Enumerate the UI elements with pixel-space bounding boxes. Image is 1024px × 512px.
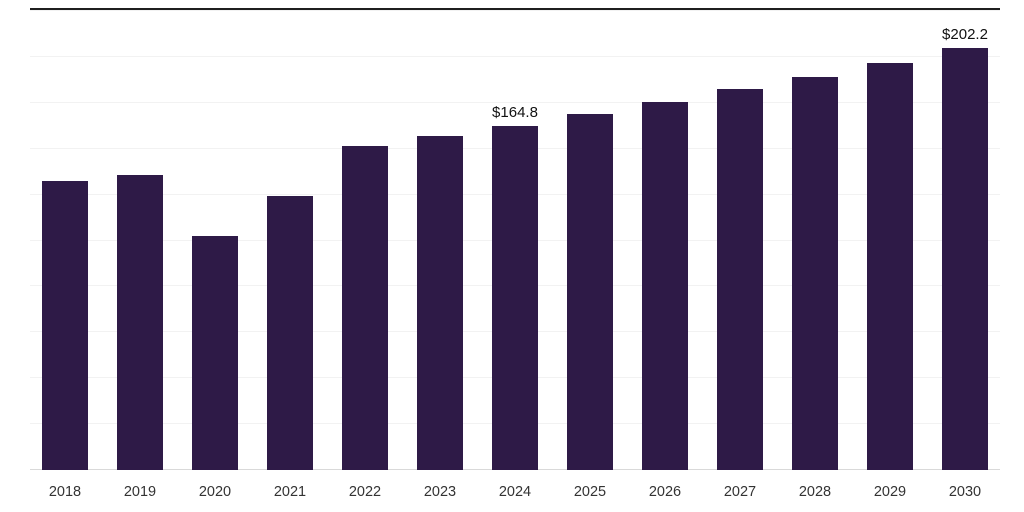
bar-2030: [942, 48, 988, 470]
bar-slot-2020: [192, 11, 238, 470]
bar-slot-2026: [642, 11, 688, 470]
bar-slot-2021: [267, 11, 313, 470]
bar-2019: [117, 174, 163, 470]
bar-2022: [342, 145, 388, 470]
gridline: [30, 10, 1000, 11]
data-label-2024: $164.8: [492, 104, 538, 122]
x-axis-label-2028: 2028: [798, 484, 832, 500]
bar-slot-2024: $164.8: [492, 11, 538, 470]
bar-2029: [867, 63, 913, 470]
bar-slot-2022: [342, 11, 388, 470]
bar-2025: [567, 114, 613, 470]
x-axis-label-2027: 2027: [723, 484, 757, 500]
bar-slot-2025: [567, 11, 613, 470]
bar-slot-2030: $202.2: [942, 11, 988, 470]
bar-2021: [267, 195, 313, 470]
bar-2018: [42, 181, 88, 470]
data-label-2030: $202.2: [942, 26, 988, 44]
x-axis-label-2018: 2018: [48, 484, 82, 500]
x-axis-label-2029: 2029: [873, 484, 907, 500]
bar-slot-2028: [792, 11, 838, 470]
bar-2026: [642, 101, 688, 470]
x-axis-label-2021: 2021: [273, 484, 307, 500]
gridline: [30, 101, 1000, 103]
bar-2024: [492, 126, 538, 470]
x-axis-label-2023: 2023: [423, 484, 457, 500]
x-axis: 2018 2019 2020 2021 2022 2023 2024 2025 2026 2027…: [30, 480, 1000, 504]
bar-2020: [192, 236, 238, 470]
bar-slot-2023: [417, 11, 463, 470]
bar-2023: [417, 136, 463, 470]
x-axis-label-2019: 2019: [123, 484, 157, 500]
x-axis-label-2020: 2020: [198, 484, 232, 500]
bar-2028: [792, 76, 838, 470]
x-axis-label-2022: 2022: [348, 484, 382, 500]
gridline: [30, 55, 1000, 57]
plot-area: $164.8 $202.2: [30, 10, 1000, 470]
x-axis-label-2026: 2026: [648, 484, 682, 500]
bar-slot-2018: [42, 11, 88, 470]
chart-top-border: [30, 8, 1000, 11]
bar-slot-2029: [867, 11, 913, 470]
x-axis-label-2024: 2024: [498, 484, 532, 500]
bar-slot-2019: [117, 11, 163, 470]
x-axis-label-2030: 2030: [948, 484, 982, 500]
bar-2027: [717, 89, 763, 470]
bar-slot-2027: [717, 11, 763, 470]
x-axis-label-2025: 2025: [573, 484, 607, 500]
